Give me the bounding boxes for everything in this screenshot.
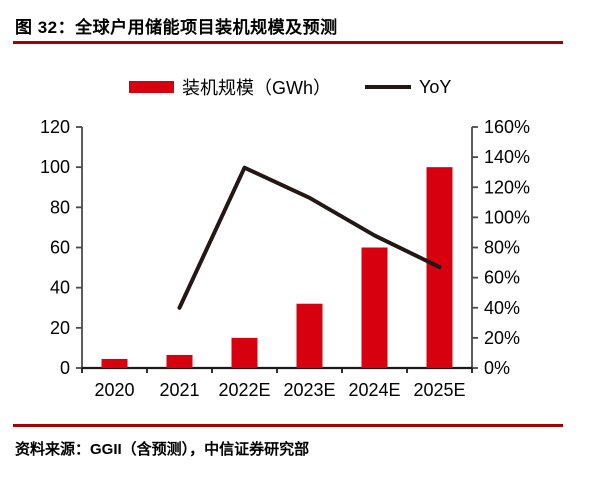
chart-legend: 装机规模（GWh） YoY xyxy=(129,74,451,100)
yoy-line xyxy=(177,165,442,310)
x-category-label: 2024E xyxy=(348,380,400,400)
x-category-label: 2020 xyxy=(94,380,134,400)
left-tick-label: 80 xyxy=(50,197,70,217)
right-tick-label: 120% xyxy=(484,177,530,197)
bar-2023E xyxy=(296,303,323,368)
legend-item-yoy: YoY xyxy=(365,77,451,98)
x-category-label: 2025E xyxy=(413,380,465,400)
bar-series-swatch xyxy=(129,81,174,93)
bar-2020 xyxy=(101,358,128,368)
x-category-label: 2023E xyxy=(283,380,335,400)
right-tick-label: 100% xyxy=(484,207,530,227)
source-note: 资料来源：GGII（含预测），中信证券研究部 xyxy=(15,441,310,458)
legend-bar-label: 装机规模（GWh） xyxy=(182,78,332,98)
line-series-swatch xyxy=(365,85,412,89)
x-category-label: 2021 xyxy=(159,380,199,400)
right-tick-label: 20% xyxy=(484,328,520,348)
x-category-label: 2022E xyxy=(218,380,270,400)
left-tick-label: 0 xyxy=(60,358,70,378)
right-tick-label: 0% xyxy=(484,358,510,378)
bar-2022E xyxy=(231,337,258,368)
left-tick-label: 60 xyxy=(50,238,70,258)
left-tick-label: 40 xyxy=(50,278,70,298)
title-underline xyxy=(13,41,563,44)
bar-2024E xyxy=(361,247,388,368)
left-tick-label: 20 xyxy=(50,318,70,338)
right-tick-label: 80% xyxy=(484,238,520,258)
figure-title: 图 32：全球户用储能项目装机规模及预测 xyxy=(15,18,338,37)
bar-2021 xyxy=(166,354,193,368)
right-tick-label: 60% xyxy=(484,268,520,288)
source-divider xyxy=(13,424,563,427)
right-tick-label: 160% xyxy=(484,117,530,137)
left-tick-label: 120 xyxy=(40,117,70,137)
legend-item-installed-capacity: 装机规模（GWh） xyxy=(129,74,331,100)
left-tick-label: 100 xyxy=(40,157,70,177)
right-tick-label: 40% xyxy=(484,298,520,318)
legend-line-label: YoY xyxy=(419,76,452,97)
right-tick-label: 140% xyxy=(484,147,530,167)
